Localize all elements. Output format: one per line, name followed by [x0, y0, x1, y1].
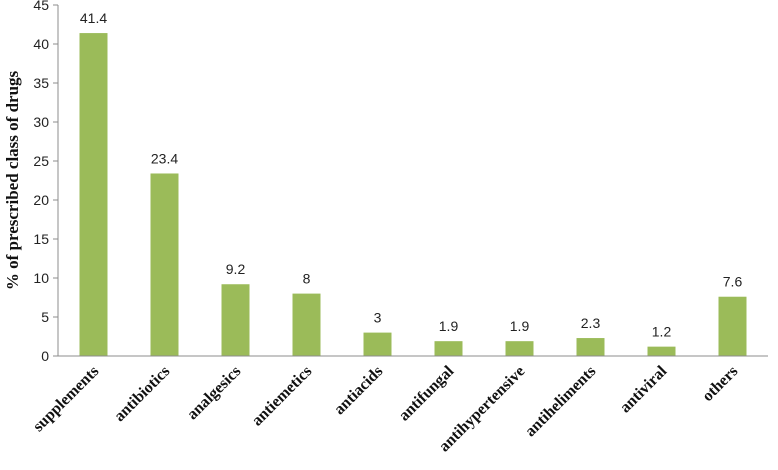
- y-tick-label: 20: [33, 192, 49, 208]
- x-tick-label: antibiotics: [111, 363, 173, 425]
- data-label: 41.4: [80, 10, 107, 26]
- bar-others: [718, 296, 747, 356]
- y-axis-title: % of prescribed class of drugs: [3, 70, 22, 290]
- data-label: 2.3: [581, 315, 601, 331]
- category-labels: supplements antibiotics analgesics antiemet…: [30, 362, 741, 455]
- data-label: 3: [374, 310, 382, 326]
- x-tick-label: supplements: [30, 363, 102, 435]
- data-label: 23.4: [151, 150, 178, 166]
- bar-antiemetics: [292, 293, 321, 356]
- bar-analgesics: [221, 284, 250, 356]
- bar-antiviral: [647, 346, 676, 356]
- x-tick-label: others: [699, 363, 741, 405]
- y-tick-label: 10: [33, 270, 49, 286]
- y-tick-label: 25: [33, 153, 49, 169]
- y-tick-label: 45: [33, 0, 49, 13]
- bar-supplements: [79, 33, 108, 356]
- data-label: 8: [303, 271, 311, 287]
- y-tick-label: 40: [33, 36, 49, 52]
- bar-antiheliments: [576, 338, 605, 356]
- x-tick-label: analgesics: [184, 363, 244, 423]
- x-tick-label: antiheliments: [522, 363, 599, 440]
- y-axis-ticks: 0 5 10 15 20 25 30 35 40 45: [33, 0, 58, 364]
- bar-antibiotics: [150, 173, 179, 356]
- x-tick-label: antiemetics: [249, 363, 316, 430]
- data-label: 7.6: [723, 274, 743, 290]
- x-tick-label: antifungal: [396, 362, 458, 424]
- y-tick-label: 30: [33, 114, 49, 130]
- data-label: 1.9: [510, 318, 530, 334]
- x-tick-label: antiviral: [617, 362, 671, 416]
- bar-antifungal: [434, 341, 463, 356]
- bar-antihypertensive: [505, 341, 534, 356]
- bar-antiacids: [363, 332, 392, 356]
- data-label: 1.2: [652, 324, 672, 340]
- data-label: 9.2: [226, 261, 246, 277]
- x-tick-label: antiacids: [331, 363, 386, 418]
- y-tick-label: 0: [41, 348, 49, 364]
- y-tick-label: 5: [41, 309, 49, 325]
- y-tick-label: 35: [33, 75, 49, 91]
- data-label: 1.9: [439, 318, 459, 334]
- data-labels: 41.4 23.4 9.2 8 3 1.9 1.9 2.3 1.2 7.6: [80, 10, 743, 340]
- y-tick-label: 15: [33, 231, 49, 247]
- bars: [79, 33, 747, 356]
